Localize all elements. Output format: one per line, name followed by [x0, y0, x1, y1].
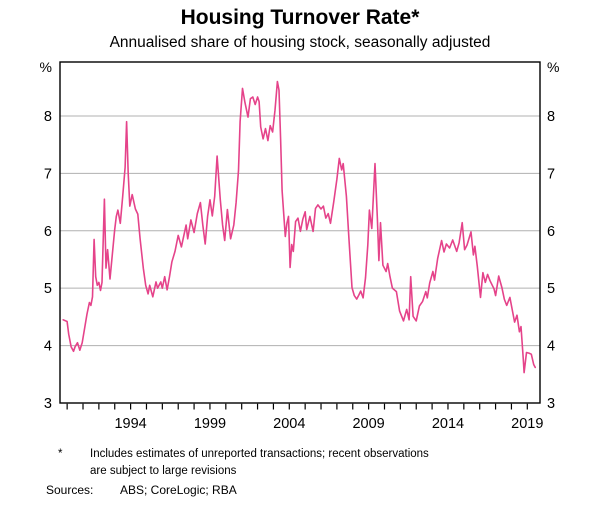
y-axis-label-right: 5: [547, 281, 555, 297]
footnote-line: are subject to large revisions: [90, 465, 237, 477]
sources-label: Sources:: [46, 483, 94, 497]
sources-line: Sources: ABS; CoreLogic; RBA: [46, 483, 446, 499]
footnote-block: Includes estimates of unreported transac…: [90, 446, 429, 480]
y-axis-label-left: 6: [44, 224, 52, 240]
y-axis-unit-right: %: [547, 59, 559, 75]
y-axis-label-right: 7: [547, 166, 555, 182]
y-axis-label-left: 5: [44, 281, 52, 297]
x-axis-label: 2009: [352, 416, 384, 432]
plot-border: [59, 61, 541, 404]
x-axis-label: 2004: [273, 416, 305, 432]
y-axis-label-left: 8: [44, 109, 52, 125]
y-axis-label-right: 4: [547, 339, 555, 355]
y-axis-label-right: 3: [547, 396, 555, 412]
x-axis-label: 2014: [432, 416, 464, 432]
x-axis-label: 1999: [194, 416, 226, 432]
sources-value: ABS; CoreLogic; RBA: [120, 483, 237, 497]
y-axis-label-left: 7: [44, 166, 52, 182]
chart-subtitle: Annualised share of housing stock, seaso…: [109, 34, 491, 51]
page-title: Housing Turnover Rate*: [180, 6, 420, 29]
y-axis-unit-left: %: [40, 59, 52, 75]
x-axis-label: 1994: [114, 416, 146, 432]
footnote-line: Includes estimates of unreported transac…: [90, 448, 429, 460]
x-axis-label: 2019: [511, 416, 543, 432]
data-line-housing-turnover-rate: [62, 80, 537, 374]
y-axis-label-left: 3: [44, 396, 52, 412]
footnote-marker: *: [58, 448, 63, 460]
y-axis-label-right: 6: [547, 224, 555, 240]
y-axis-label-right: 8: [547, 109, 555, 125]
y-axis-label-left: 4: [44, 339, 52, 355]
